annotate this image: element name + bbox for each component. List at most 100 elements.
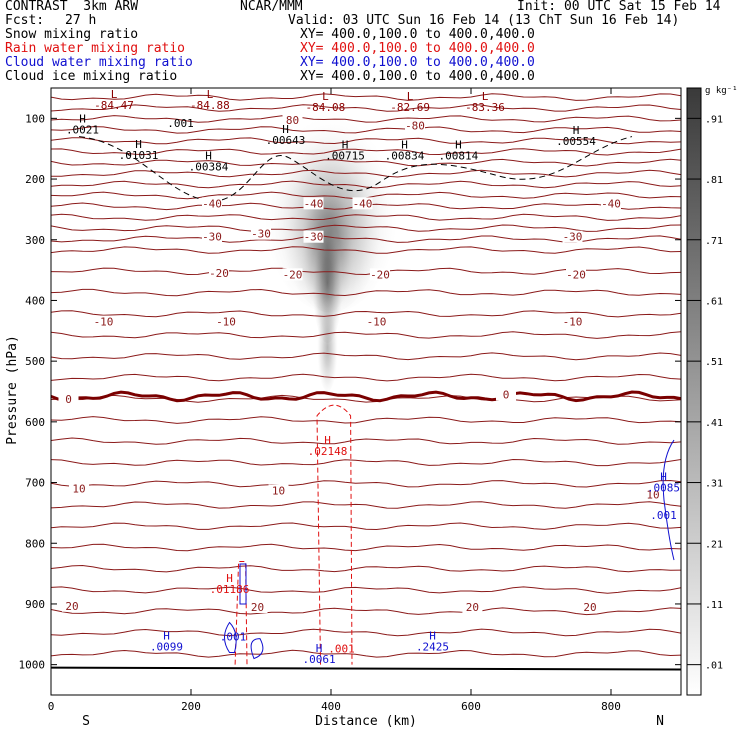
extremum-value: .0021 — [66, 124, 99, 137]
temperature-label-bg — [69, 482, 89, 495]
extremum-kind: H — [163, 630, 170, 643]
temperature-label: 10 — [646, 489, 659, 502]
snow-mixing-ratio-shading — [264, 106, 398, 392]
isotherm-line — [51, 115, 681, 123]
extremum-kind: L — [482, 90, 489, 103]
temperature-label: -30 — [251, 228, 271, 241]
field-cloud-water-xy: XY= 400.0,100.0 to 400.0,400.0 — [300, 55, 535, 70]
field-snow-name: Snow mixing ratio — [5, 27, 139, 42]
init-time: Init: 00 UTC Sat 15 Feb 14 — [517, 0, 721, 14]
temperature-label-bg — [268, 484, 289, 497]
extremum-value: -84.88 — [190, 99, 230, 112]
x-tick-label: 800 — [601, 700, 621, 713]
extremum-value: .001 — [220, 630, 247, 643]
surface-line — [50, 666, 682, 671]
temperature-label: 20 — [251, 601, 264, 614]
temperature-label: -30 — [304, 231, 324, 244]
field-snow-xy: XY= 400.0,100.0 to 400.0,400.0 — [300, 27, 535, 42]
cloud-water-contour — [250, 638, 264, 660]
isotherm-line — [51, 331, 681, 339]
y-tick-label: 1000 — [19, 659, 46, 672]
extremum-value: -83.36 — [465, 101, 505, 114]
extremum-value: .00834 — [385, 150, 425, 163]
temperature-label: 0 — [503, 389, 510, 402]
temperature-label-bg — [93, 315, 114, 328]
extremum-kind: H — [79, 113, 86, 126]
extremum-value: .01031 — [119, 149, 159, 162]
field-rain-name: Rain water mixing ratio — [5, 41, 186, 56]
extremum-kind: H — [342, 139, 349, 152]
y-tick-label: 900 — [25, 598, 45, 611]
temperature-label-bg — [282, 114, 303, 127]
temperature-label-bg — [566, 268, 586, 281]
temperature-label-bg — [282, 268, 303, 281]
extremum-value: .0085 — [647, 482, 680, 495]
cloud-ice-contours — [78, 136, 633, 202]
snow-shade-blob — [317, 294, 338, 392]
temperature-label-bg — [643, 488, 663, 501]
isotherm-line — [51, 180, 681, 189]
x-left-end-label: S — [82, 714, 90, 729]
temperature-label: -20 — [566, 268, 586, 281]
extremum-kind: L — [111, 88, 118, 101]
temperature-label: -40 — [304, 197, 324, 210]
temperature-label-bg — [216, 315, 236, 328]
temperature-label-bg — [247, 600, 268, 613]
temperature-label-bg — [405, 119, 425, 132]
extremum-value: .00554 — [556, 135, 596, 148]
colorbar-label: .81 — [705, 175, 723, 186]
plot-frame — [50, 87, 682, 696]
colorbar-label: .51 — [705, 357, 723, 368]
colorbar-label: .91 — [705, 114, 723, 125]
isotherm-line — [51, 169, 681, 178]
extremum-kind: H — [660, 471, 667, 484]
x-axis: 0 200 400 600 800 — [48, 88, 621, 713]
temperature-label-bg — [202, 230, 222, 243]
y-tick-label: 600 — [25, 416, 45, 429]
temperature-label: -10 — [367, 316, 387, 329]
extremum-kind: H — [226, 572, 233, 585]
y-axis-label: Pressure (hPa) — [5, 335, 20, 445]
temperature-label: -30 — [563, 231, 583, 244]
cloud-water-contour — [239, 563, 247, 605]
temperature-label: -20 — [370, 268, 390, 281]
temperature-label: -80 — [405, 120, 425, 133]
isotherm-line — [51, 246, 681, 254]
temperature-label-bg — [58, 392, 79, 405]
extremum-value: .001 — [328, 643, 355, 656]
extremum-value: .0061 — [303, 653, 336, 666]
y-tick-label: 700 — [25, 477, 45, 490]
isotherm-line — [51, 628, 681, 637]
model-title: CONTRAST 3km ARW — [5, 0, 139, 14]
extremum-kind: H — [573, 124, 580, 137]
rain-contour — [316, 404, 353, 665]
isotherm-line — [51, 564, 681, 573]
extremum-value: -82.69 — [390, 101, 430, 114]
cloud-water-contour — [662, 439, 675, 561]
temperature-label-bg — [462, 600, 483, 613]
x-tick-label: 200 — [181, 700, 201, 713]
isotherm-line — [51, 148, 681, 156]
extremum-kind: L — [322, 90, 329, 103]
temperature-label: -30 — [202, 231, 222, 244]
fcst-hours: 27 h — [65, 13, 97, 28]
temperature-label: -40 — [202, 197, 222, 210]
rain-water-contours — [234, 404, 353, 665]
colorbar-label: .21 — [705, 539, 723, 550]
temperature-label: 10 — [272, 484, 285, 497]
valid-time: Valid: 03 UTC Sun 16 Feb 14 (13 ChT Sun … — [288, 13, 680, 28]
temperature-label-bg — [366, 315, 387, 328]
extremum-kind: H — [135, 138, 142, 151]
isotherm-line — [51, 93, 681, 101]
extremum-value: .2425 — [416, 641, 449, 654]
temperature-label-bg — [562, 315, 583, 328]
isotherm-line — [51, 310, 681, 318]
temperature-label-bg — [209, 267, 229, 280]
colorbar-unit: g kg⁻¹ — [705, 86, 738, 96]
y-tick-label: 300 — [25, 234, 45, 247]
extremum-value: .001 — [650, 509, 677, 522]
snow-shade-blob — [312, 209, 343, 343]
x-right-end-label: N — [656, 714, 664, 729]
isotherm-line — [51, 158, 681, 167]
